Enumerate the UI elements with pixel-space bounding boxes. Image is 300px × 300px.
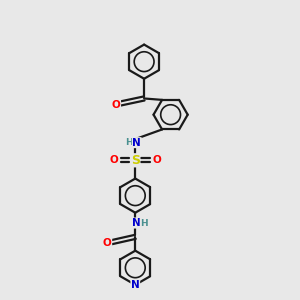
Text: N: N — [132, 218, 141, 228]
Text: H: H — [140, 218, 148, 227]
Text: N: N — [131, 280, 140, 290]
Text: O: O — [112, 100, 121, 110]
Text: O: O — [110, 155, 118, 165]
Text: S: S — [131, 154, 140, 167]
Text: H: H — [126, 138, 133, 147]
Text: O: O — [103, 238, 112, 248]
Text: O: O — [152, 155, 161, 165]
Text: N: N — [132, 138, 141, 148]
